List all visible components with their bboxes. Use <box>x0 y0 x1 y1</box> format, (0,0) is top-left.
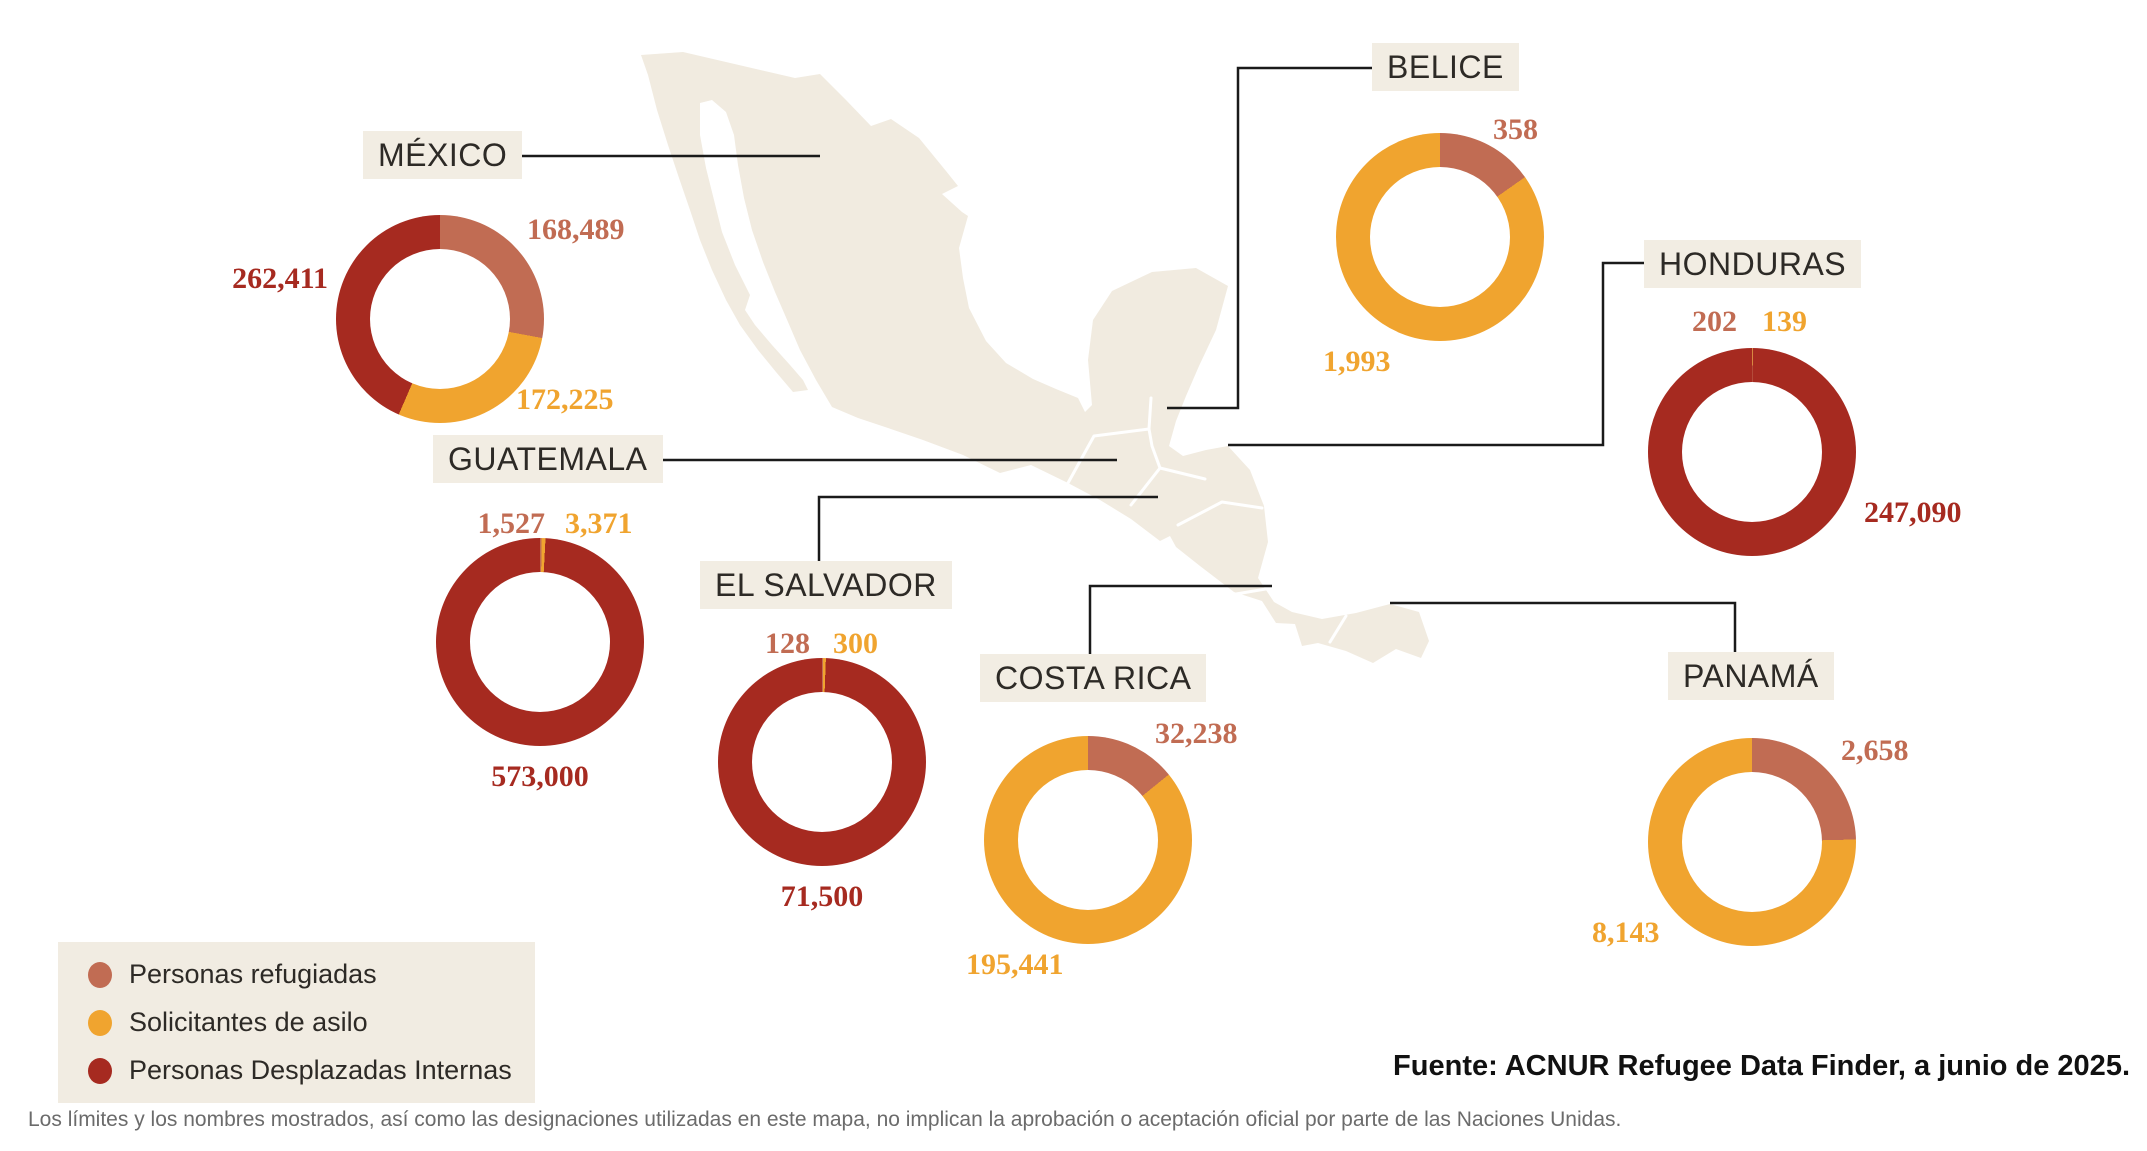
asylum-color-dot-icon <box>88 1009 112 1036</box>
value-el-salvador-asylum: 300 <box>833 627 878 660</box>
donut-hole <box>470 572 610 712</box>
legend-item-asylum: Solicitantes de asilo <box>58 1007 535 1038</box>
value-el-salvador-idp: 71,500 <box>780 880 864 913</box>
value-belice-refugees: 358 <box>1493 113 1538 146</box>
value-costa-rica-asylum: 195,441 <box>966 948 1064 981</box>
donut-hole <box>1682 772 1822 912</box>
source-credit: Fuente: ACNUR Refugee Data Finder, a jun… <box>1393 1050 2130 1082</box>
donut-hole <box>370 249 510 389</box>
connector-belice <box>1167 66 1372 410</box>
value-mexico-asylum: 172,225 <box>516 383 614 416</box>
country-tag-belice: BELICE <box>1372 43 1519 91</box>
country-tag-costa-rica: COSTA RICA <box>980 654 1207 702</box>
value-belice-asylum: 1,993 <box>1323 345 1391 378</box>
idp-color-dot-icon <box>88 1057 112 1084</box>
refugees-color-dot-icon <box>88 961 112 988</box>
donut-chart-honduras <box>1648 348 1856 556</box>
value-mexico-refugees: 168,489 <box>527 213 625 246</box>
connector-costa-rica <box>1088 584 1272 654</box>
donut-chart-guatemala <box>436 538 644 746</box>
donut-hole <box>1370 167 1510 307</box>
value-guatemala-asylum: 3,371 <box>565 507 633 540</box>
legend: Personas refugiadas Solicitantes de asil… <box>58 942 535 1103</box>
country-borders <box>1066 396 1348 644</box>
donut-chart-costa-rica <box>984 736 1192 944</box>
value-guatemala-refugees: 1,527 <box>477 507 546 540</box>
donut-chart-el-salvador <box>718 658 926 866</box>
donut-hole <box>752 692 892 832</box>
value-panama-refugees: 2,658 <box>1841 734 1909 767</box>
country-tag-mexico: MÉXICO <box>363 131 523 179</box>
legend-item-idp: Personas Desplazadas Internas <box>58 1055 535 1086</box>
value-honduras-refugees: 202 <box>1692 305 1737 338</box>
country-tag-el-salvador: EL SALVADOR <box>700 561 952 609</box>
country-tag-guatemala: GUATEMALA <box>433 435 663 483</box>
connector-el-salvador <box>817 495 1158 563</box>
value-honduras-idp: 247,090 <box>1864 496 1962 529</box>
donut-chart-mexico <box>336 215 544 423</box>
country-tag-honduras: HONDURAS <box>1644 240 1862 288</box>
country-tag-panama: PANAMÁ <box>1668 652 1834 700</box>
donut-chart-belice <box>1336 133 1544 341</box>
value-guatemala-idp: 573,000 <box>491 760 589 793</box>
legend-item-label: Personas Desplazadas Internas <box>129 1055 512 1085</box>
value-costa-rica-refugees: 32,238 <box>1155 717 1238 750</box>
connector-honduras <box>1228 261 1644 447</box>
value-panama-asylum: 8,143 <box>1592 916 1660 949</box>
value-mexico-idp: 262,411 <box>232 262 328 295</box>
donut-chart-panama <box>1648 738 1856 946</box>
mexico-central-america-landmass <box>641 52 1429 663</box>
value-el-salvador-refugees: 128 <box>765 627 810 660</box>
legend-item-label: Personas refugiadas <box>129 959 377 989</box>
legend-item-label: Solicitantes de asilo <box>129 1007 368 1037</box>
value-honduras-asylum: 139 <box>1762 305 1807 338</box>
donut-hole <box>1682 382 1822 522</box>
disclaimer-note: Los límites y los nombres mostrados, así… <box>28 1108 1622 1131</box>
connector-panama <box>1390 601 1737 652</box>
donut-hole <box>1018 770 1158 910</box>
legend-item-refugees: Personas refugiadas <box>58 959 535 990</box>
